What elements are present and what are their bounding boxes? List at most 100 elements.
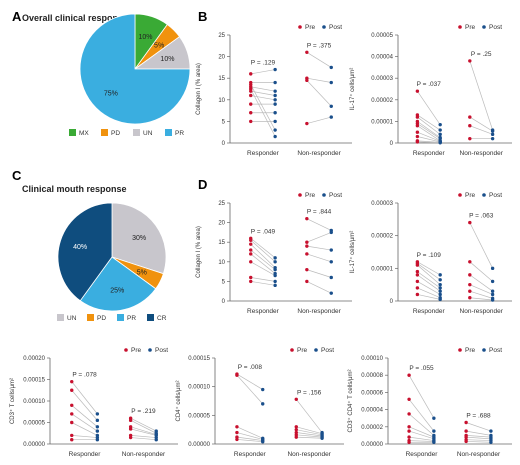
legend-pre-label: Pre	[465, 24, 476, 31]
pair-line	[236, 373, 263, 390]
pair-line	[250, 277, 276, 282]
pair-line	[408, 426, 435, 438]
y-tick-label: 0.00006	[361, 390, 383, 396]
pair-line	[409, 440, 434, 442]
pair-line	[417, 90, 441, 125]
pair-line	[71, 405, 98, 428]
post-point	[273, 80, 277, 85]
pair-line	[306, 245, 332, 251]
post-point	[273, 279, 277, 284]
y-tick-label: 0.00005	[371, 33, 393, 39]
legend-pre-marker	[458, 348, 462, 352]
pair-line	[71, 390, 98, 421]
post-point	[273, 273, 277, 278]
pre-point	[468, 296, 472, 300]
post-point	[273, 260, 277, 264]
pair-line	[250, 249, 276, 270]
pair-line	[250, 88, 276, 137]
y-tick-label: 15	[218, 240, 225, 246]
pair-line	[295, 399, 323, 433]
y-axis-label: Collagen I (% area)	[196, 226, 202, 278]
pre-point	[415, 269, 420, 274]
pre-point	[464, 429, 468, 433]
legend-post-marker	[482, 193, 486, 197]
pair-line	[417, 281, 441, 295]
pair-line	[469, 60, 493, 131]
y-tick-label: 10	[218, 98, 225, 104]
y-tick-label: 25	[218, 33, 225, 39]
pie-title: Clinical mouth response	[22, 184, 127, 194]
post-point	[490, 289, 495, 293]
pair-line	[417, 140, 441, 143]
post-point	[438, 289, 442, 293]
pie-slice-label: 10%	[160, 56, 174, 63]
pair-line	[469, 274, 493, 292]
y-tick-label: 10	[218, 260, 225, 266]
pie-slice-pr	[79, 13, 191, 125]
post-point	[273, 283, 277, 288]
panel-letter: C	[12, 168, 22, 183]
pair-line	[417, 294, 441, 300]
pre-point	[468, 273, 472, 277]
y-tick-label: 0.00001	[371, 266, 393, 272]
pair-line	[236, 439, 263, 443]
pair-line	[469, 222, 493, 269]
paired-chart-B2: 0 0.00001 0.00002 0.00003 0.00004 0.00005 IL-1…	[349, 24, 512, 157]
post-point	[438, 282, 442, 287]
legend-pre-label: Pre	[465, 347, 476, 354]
pre-point	[415, 89, 420, 93]
y-axis-label: IL-17⁺ cells/μm²	[349, 68, 356, 111]
post-point	[329, 248, 333, 252]
x-category-label: Non-responder	[460, 308, 504, 315]
post-point	[273, 102, 277, 106]
y-tick-label: 0.00005	[23, 421, 45, 427]
pre-point	[249, 93, 253, 98]
pair-line	[306, 116, 332, 124]
pair-line	[469, 284, 493, 295]
legend-swatch-pr	[117, 314, 124, 321]
pair-line	[417, 121, 441, 138]
pair-line	[417, 287, 441, 299]
pre-point	[294, 435, 298, 439]
pair-line	[408, 430, 434, 440]
pre-point	[407, 425, 411, 429]
x-category-label: Non-responder	[297, 308, 341, 315]
pair-line	[250, 281, 276, 286]
legend-pre-label: Pre	[131, 347, 142, 354]
post-point	[320, 436, 324, 440]
post-point	[329, 115, 333, 119]
p-value-label: P = .688	[466, 413, 491, 420]
pair-line	[306, 232, 332, 243]
pre-point	[249, 242, 253, 246]
pre-point	[415, 292, 420, 297]
pair-line	[409, 436, 434, 441]
pie-slice-label: 30%	[132, 235, 146, 242]
pre-point	[294, 425, 298, 429]
legend-post-marker	[322, 193, 326, 197]
y-tick-label: 20	[218, 55, 225, 61]
post-point	[329, 291, 333, 295]
pre-point	[70, 438, 74, 442]
pre-point	[249, 72, 253, 76]
pair-line	[296, 432, 323, 437]
pre-point	[249, 87, 253, 91]
legend-post-label: Post	[329, 24, 342, 31]
post-point	[273, 134, 277, 139]
x-category-label: Non-responder	[457, 451, 501, 458]
legend-swatch-pd	[87, 314, 94, 321]
legend-swatch-un	[133, 129, 140, 136]
pre-point	[468, 289, 472, 293]
y-tick-label: 0.00002	[371, 234, 393, 240]
pair-line	[466, 441, 491, 443]
pair-line	[469, 261, 493, 282]
legend-pre-label: Pre	[305, 192, 316, 199]
pre-point	[407, 429, 411, 433]
pair-line	[236, 426, 263, 439]
pie-slice-label: 5%	[154, 42, 164, 49]
post-point	[273, 119, 277, 124]
pair-line	[466, 422, 492, 432]
legend-swatch-pr	[165, 129, 172, 136]
pre-point	[407, 397, 411, 401]
legend-post-marker	[482, 348, 486, 352]
